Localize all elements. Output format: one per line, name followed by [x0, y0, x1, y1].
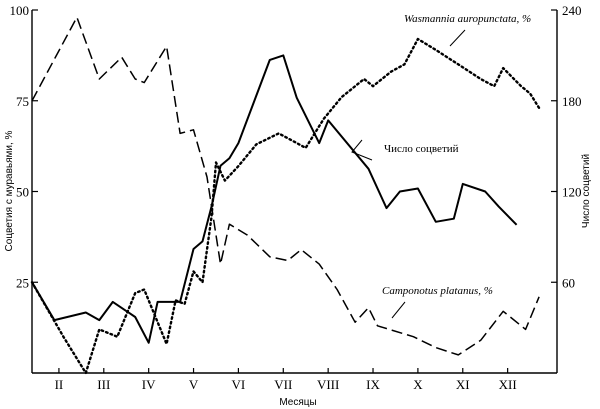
x-tick-label: VI [232, 377, 246, 392]
series-label-wasmannia: Wasmannia auropunctata, % [404, 13, 531, 25]
y-right-tick-label: 240 [562, 3, 582, 18]
x-tick-label: VII [274, 377, 292, 392]
leader-flower-count [351, 139, 373, 161]
x-tick-label: V [189, 377, 199, 392]
y-right-axis-title: Число соцветий [581, 154, 592, 228]
y-right-tick-label: 120 [562, 185, 582, 200]
series-flower-count-line [31, 54, 518, 344]
x-tick-label: X [413, 377, 423, 392]
x-tick-label: IV [142, 377, 156, 392]
y-left-tick-label: 25 [16, 275, 29, 290]
x-axis-title: Месяцы [279, 397, 316, 408]
x-tick-label: II [55, 377, 64, 392]
x-tick-label: III [97, 377, 110, 392]
series-camponotus-line [31, 16, 540, 356]
y-left-tick-label: 75 [16, 94, 29, 109]
x-tick-label: XII [499, 377, 517, 392]
series-wasmannia-line [30, 37, 541, 375]
series-label-flower-count: Число соцветий [384, 143, 459, 155]
y-left-axis-title: Соцветия с муравьями, % [4, 130, 15, 251]
leader-camponotus [391, 301, 406, 319]
plot-frame [31, 10, 558, 374]
y-right-tick-label: 180 [562, 94, 582, 109]
x-tick-label: VIII [317, 377, 339, 392]
series-label-camponotus: Camponotus platanus, % [382, 285, 493, 297]
y-left-tick-label: 100 [10, 3, 30, 18]
y-left-tick-label: 50 [16, 185, 29, 200]
series-layer [30, 16, 541, 375]
leader-wasmannia [449, 29, 466, 47]
y-right-tick-label: 60 [562, 275, 575, 290]
x-tick-label: XI [456, 377, 470, 392]
x-tick-label: IX [366, 377, 380, 392]
